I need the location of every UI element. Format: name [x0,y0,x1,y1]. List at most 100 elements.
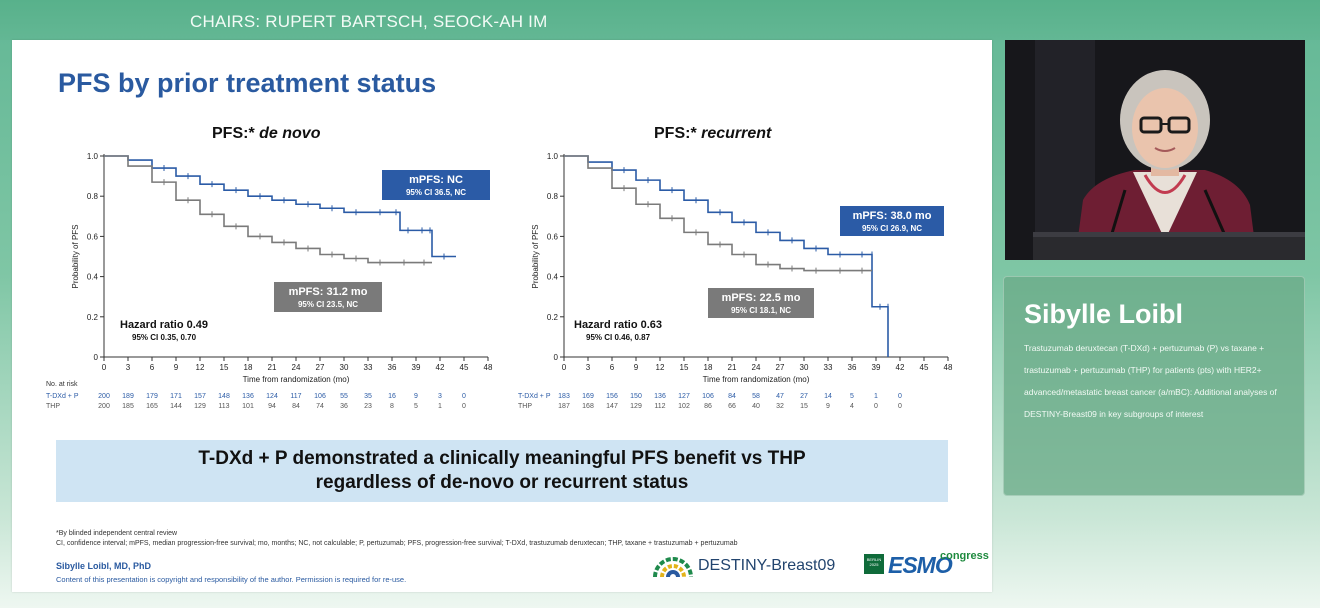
risk-count: 0 [462,403,466,410]
risk-count: 136 [242,393,254,400]
x-tick-label: 24 [752,363,761,372]
risk-count: 4 [850,403,854,410]
x-tick-label: 3 [126,363,131,372]
risk-count: 0 [874,403,878,410]
risk-count: 15 [800,403,808,410]
y-tick-label: 1.0 [87,152,99,161]
risk-count: 165 [146,403,158,410]
x-tick-label: 21 [728,363,737,372]
x-tick-label: 3 [586,363,591,372]
risk-count: 16 [388,393,396,400]
x-tick-label: 45 [920,363,929,372]
x-tick-label: 48 [484,363,493,372]
risk-count: 189 [122,393,134,400]
risk-count: 1 [874,393,878,400]
risk-count: 0 [462,393,466,400]
risk-count: 129 [194,403,206,410]
copyright-notice: Content of this presentation is copyrigh… [56,575,407,584]
risk-count: 117 [290,393,301,400]
y-tick-label: 0.4 [547,273,559,282]
risk-count: 5 [414,403,418,410]
risk-count: 0 [898,393,902,400]
x-tick-label: 30 [800,363,809,372]
risk-count: 35 [364,393,372,400]
chart-title-1: PFS:* de novo [212,125,321,142]
risk-count: 171 [170,393,182,400]
x-tick-label: 21 [268,363,277,372]
y-tick-label: 0.2 [87,313,99,322]
destiny-arc-icon [653,557,693,578]
destiny-breast09-logo: DESTINY-Breast09 [652,553,835,579]
risk-count: 124 [266,393,278,400]
x-tick-label: 6 [150,363,155,372]
x-tick-label: 36 [388,363,397,372]
chart-title-prefix: PFS:* [212,125,259,142]
risk-count: 157 [194,393,206,400]
risk-count: 200 [98,403,110,410]
slide-title: PFS by prior treatment status [58,68,437,98]
risk-row-label: THP [518,403,532,410]
risk-count: 27 [800,393,808,400]
tdxd-mpfs-box [840,206,944,236]
x-tick-label: 42 [436,363,445,372]
tdxd-ci-label: 95% CI 26.9, NC [862,224,922,233]
risk-count: 136 [654,393,666,400]
x-axis-label: Time from randomization (mo) [703,375,810,384]
risk-count: 32 [776,403,784,410]
x-tick-label: 0 [562,363,567,372]
risk-count: 156 [606,393,618,400]
risk-count: 5 [850,393,854,400]
risk-count: 106 [702,393,714,400]
risk-count: 66 [728,403,736,410]
risk-count: 183 [558,393,570,400]
thp-ci-label: 95% CI 23.5, NC [298,300,358,309]
risk-count: 179 [146,393,158,400]
callout-line-2: regardless of de-novo or recurrent statu… [315,472,689,493]
risk-count: 40 [752,403,760,410]
callout-line-1: T-DXd + P demonstrated a clinically mean… [198,448,806,469]
risk-table-label: No. at risk [46,381,78,388]
x-tick-label: 33 [824,363,833,372]
y-tick-label: 0.6 [547,232,559,241]
hazard-ratio: Hazard ratio 0.63 [574,319,662,331]
speaker-video [1005,40,1305,260]
session-header: CHAIRS: RUPERT BARTSCH, SEOCK-AH IM [0,0,1320,40]
x-tick-label: 18 [704,363,713,372]
risk-count: 187 [558,403,570,410]
tdxd-mpfs-box [382,170,490,200]
y-tick-label: 0.4 [87,273,99,282]
y-tick-label: 1.0 [547,152,559,161]
x-tick-label: 9 [174,363,179,372]
risk-count: 148 [218,393,230,400]
risk-count: 1 [438,403,442,410]
thp-mpfs-box [708,288,814,318]
speaker-name: Sibylle Loibl [1024,299,1184,329]
risk-count: 150 [630,393,642,400]
risk-count: 113 [218,403,229,410]
tdxd-mpfs-label: mPFS: NC [409,174,463,186]
y-tick-label: 0.2 [547,313,559,322]
congress-city-badge: BERLIN 2025 [864,554,884,574]
talk-description: Trastuzumab deruxtecan (T-DXd) + pertuzu… [1024,343,1277,419]
x-tick-label: 48 [944,363,953,372]
y-tick-label: 0.8 [87,192,99,201]
risk-count: 94 [268,403,276,410]
x-tick-label: 9 [634,363,639,372]
thp-mpfs-label: mPFS: 31.2 mo [289,286,368,298]
x-tick-label: 24 [292,363,301,372]
x-tick-label: 36 [848,363,857,372]
thp-ci-label: 95% CI 18.1, NC [731,306,791,315]
esmo-congress-logo: BERLIN 2025 ESMO congress [864,550,989,578]
risk-count: 101 [242,403,254,410]
risk-count: 58 [752,393,760,400]
chart-title-2: PFS:* recurrent [654,125,772,142]
x-tick-label: 15 [220,363,229,372]
risk-count: 84 [292,403,300,410]
risk-count: 36 [340,403,348,410]
risk-row-label: THP [46,403,60,410]
destiny-logo-text: DESTINY-Breast09 [698,557,836,574]
chairs-label: CHAIRS: RUPERT BARTSCH, SEOCK-AH IM [190,12,548,31]
risk-count: 112 [654,403,665,410]
risk-row-label: T-DXd + P [518,393,551,400]
